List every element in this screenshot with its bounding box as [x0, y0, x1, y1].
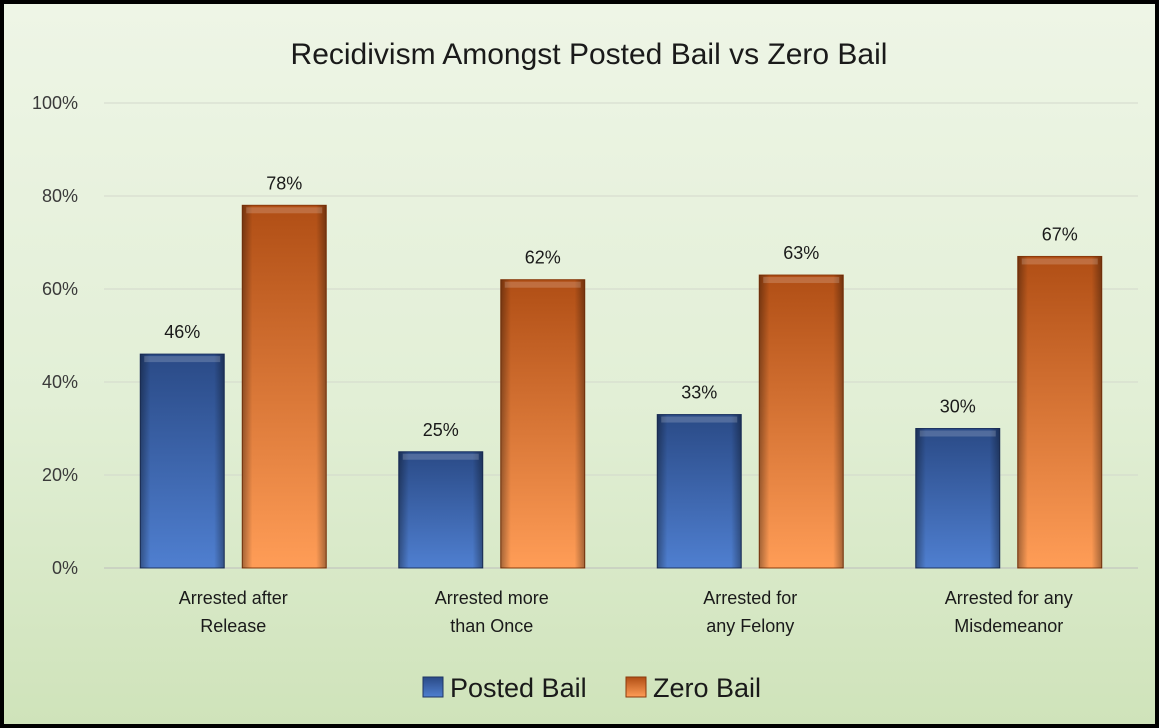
legend-swatch: [422, 676, 444, 698]
bar-top-highlight: [661, 416, 738, 423]
y-tick-label: 100%: [32, 93, 78, 113]
bar: [758, 274, 844, 569]
data-label: 67%: [1042, 224, 1078, 244]
bar-bevel: [398, 451, 483, 568]
bar: [398, 451, 484, 569]
category-label: Misdemeanor: [954, 616, 1063, 636]
y-tick-label: 60%: [42, 279, 78, 299]
bar: [915, 428, 1001, 569]
data-label: 46%: [164, 322, 200, 342]
bar-top-highlight: [919, 430, 996, 437]
y-axis-ticks: 0% 20% 40% 60% 80% 100%: [32, 93, 78, 578]
bar-top-highlight: [144, 356, 221, 363]
bar-bevel: [915, 428, 1000, 568]
category-label: Arrested after: [179, 588, 288, 608]
bar: [241, 204, 327, 569]
category-label: Arrested for any: [945, 588, 1073, 608]
bar: [500, 279, 586, 569]
category-label: any Felony: [706, 616, 794, 636]
bar: [656, 414, 742, 569]
bar-top-highlight: [246, 207, 323, 214]
category-label: Arrested for: [703, 588, 797, 608]
y-tick-label: 0%: [52, 558, 78, 578]
legend-item: Posted Bail: [422, 673, 587, 703]
legend-swatch: [625, 676, 647, 698]
legend-item: Zero Bail: [625, 673, 761, 703]
bar: [139, 353, 225, 569]
bar-bevel: [500, 279, 585, 568]
x-axis-categories: Arrested after Release Arrested more than O…: [179, 588, 1073, 636]
data-label: 63%: [783, 243, 819, 263]
bar-bevel: [140, 354, 225, 568]
y-tick-label: 20%: [42, 465, 78, 485]
data-label: 30%: [940, 397, 976, 417]
bar: [1017, 255, 1103, 569]
data-label: 62%: [525, 248, 561, 268]
category-label: than Once: [450, 616, 533, 636]
bar-bevel: [657, 414, 742, 568]
data-label: 33%: [681, 383, 717, 403]
legend-label: Posted Bail: [450, 673, 587, 703]
legend-label: Zero Bail: [653, 673, 761, 703]
y-tick-label: 80%: [42, 186, 78, 206]
y-tick-label: 40%: [42, 372, 78, 392]
bar-bevel: [1017, 256, 1102, 568]
bars: [139, 204, 1103, 569]
data-labels: 46% 78% 25% 62% 33% 63% 30% 67%: [164, 173, 1078, 439]
bar-top-highlight: [763, 277, 840, 284]
bar-bevel: [242, 205, 327, 569]
bar-top-highlight: [1021, 258, 1098, 265]
chart-title: Recidivism Amongst Posted Bail vs Zero B…: [291, 38, 888, 71]
data-label: 25%: [423, 420, 459, 440]
bar-top-highlight: [402, 453, 479, 460]
category-label: Release: [200, 616, 266, 636]
bar-top-highlight: [504, 281, 581, 288]
bar-bevel: [759, 275, 844, 568]
data-label: 78%: [266, 173, 302, 193]
legend: Posted Bail Zero Bail: [422, 673, 761, 703]
category-label: Arrested more: [435, 588, 549, 608]
